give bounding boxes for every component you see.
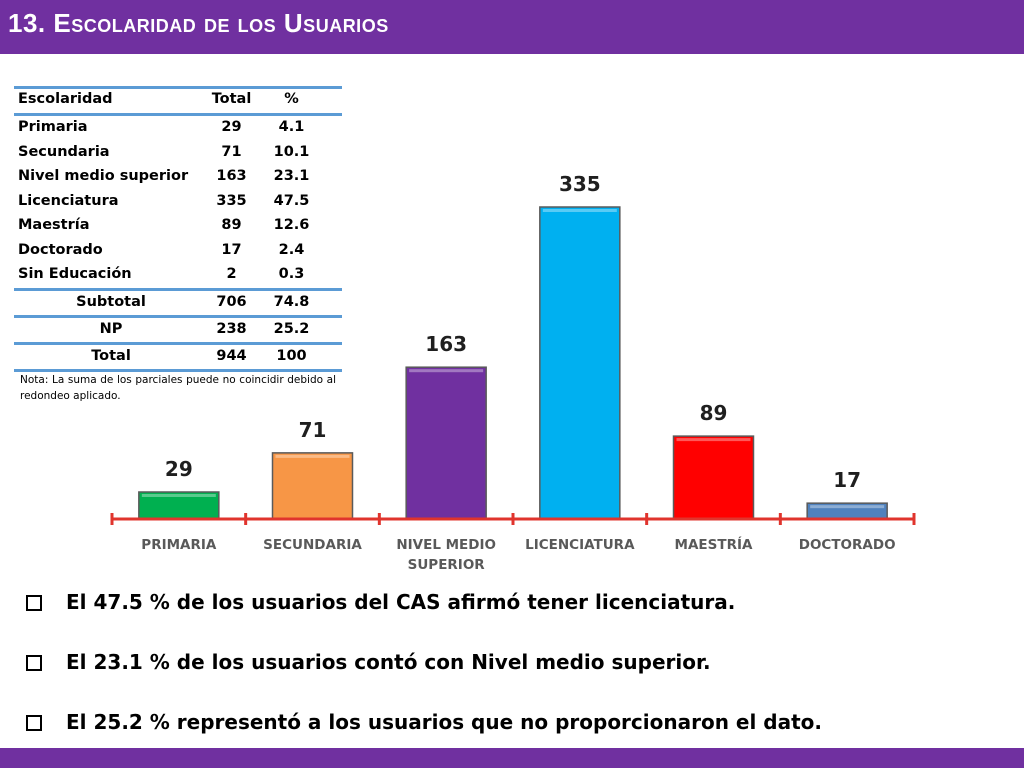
total-percent: 100 [276, 347, 307, 364]
row-percent: 0.3 [278, 266, 305, 282]
page-title: 13. Escolaridad de los Usuarios [8, 8, 389, 39]
np-total: 238 [216, 320, 247, 337]
chart-data-label: 335 [559, 172, 601, 196]
chart-data-label: 89 [700, 401, 728, 425]
chart-bar-highlight [810, 505, 885, 509]
x-tick-label: MAESTRÍA [675, 536, 753, 553]
row-label: Secundaria [18, 143, 110, 160]
row-label: Doctorado [18, 241, 103, 258]
np-label: NP [99, 320, 123, 337]
row-label: Licenciatura [18, 192, 119, 209]
row-label: Maestría [18, 217, 90, 233]
checkbox-bullet-icon [26, 655, 42, 671]
chart-data-label: 29 [165, 457, 193, 481]
total-label: Total [91, 347, 131, 364]
title-text: Escolaridad de los Usuarios [53, 8, 389, 38]
x-tick-label: PRIMARIA [141, 537, 217, 553]
row-total: 163 [216, 168, 247, 184]
subtotal-percent: 74.8 [273, 293, 310, 310]
table-row: Nivel medio superior 163 23.1 [14, 165, 342, 190]
chart-bar [539, 206, 621, 520]
x-tick-label: LICENCIATURA [525, 537, 635, 553]
table-row: Secundaria 71 10.1 [14, 141, 342, 166]
header-escolaridad: Escolaridad [18, 91, 113, 107]
title-bar: 13. Escolaridad de los Usuarios [0, 0, 1024, 54]
row-total: 2 [226, 266, 237, 282]
chart-bar [271, 452, 354, 520]
chart-data-label: 71 [299, 418, 327, 442]
chart-data-label: 17 [833, 468, 861, 492]
table-row: Doctorado 17 2.4 [14, 239, 342, 264]
bullet-text: El 25.2 % representó a los usuarios que … [66, 710, 823, 734]
table-note: Nota: La suma de los parciales puede no … [20, 374, 336, 402]
chart-data-label: 163 [425, 332, 467, 356]
row-label: Nivel medio superior [18, 168, 189, 184]
bullet-list: El 47.5 % de los usuarios del CAS afirmó… [26, 590, 1006, 770]
chart-bar [806, 502, 888, 520]
bullet-item: El 23.1 % de los usuarios contó con Nive… [26, 650, 1006, 710]
chart-bar [672, 435, 755, 520]
chart-bar [405, 366, 487, 520]
row-percent: 47.5 [273, 192, 310, 209]
chart-bar [138, 491, 220, 520]
total-total: 944 [216, 347, 247, 364]
table-row: Licenciatura 335 47.5 [14, 190, 342, 215]
row-label: Primaria [18, 119, 88, 135]
header-percent: % [284, 91, 299, 107]
bullet-item: El 47.5 % de los usuarios del CAS afirmó… [26, 590, 1006, 650]
title-number: 13. [8, 8, 46, 38]
np-row: NP 238 25.2 [14, 314, 342, 342]
x-tick-label: NIVEL MEDIO [396, 537, 496, 553]
row-percent: 4.1 [278, 119, 305, 135]
bullet-text: El 23.1 % de los usuarios contó con Nive… [66, 650, 711, 674]
bottom-bar [0, 748, 1024, 768]
header-total: Total [211, 91, 252, 107]
x-tick-label: SECUNDARIA [263, 537, 362, 553]
table-row: Maestría 89 12.6 [14, 214, 342, 239]
x-tick-label: SUPERIOR [408, 557, 486, 573]
bullet-item: El 25.2 % representó a los usuarios que … [26, 710, 1006, 770]
escolaridad-table: Escolaridad Total % Primaria 29 4.1 Secu… [14, 86, 342, 372]
table-row: Primaria 29 4.1 [14, 116, 342, 141]
checkbox-bullet-icon [26, 595, 42, 611]
np-percent: 25.2 [273, 320, 310, 337]
row-percent: 2.4 [278, 241, 305, 258]
x-tick-label: DOCTORADO [799, 537, 896, 553]
subtotal-total: 706 [216, 293, 247, 310]
row-total: 71 [221, 143, 242, 160]
row-percent: 10.1 [273, 143, 310, 160]
chart-bar-highlight [409, 369, 484, 373]
total-row: Total 944 100 [14, 341, 342, 372]
subtotal-label: Subtotal [76, 293, 146, 310]
row-total: 335 [216, 192, 247, 209]
bullet-text: El 47.5 % de los usuarios del CAS afirmó… [66, 590, 736, 614]
row-percent: 12.6 [273, 217, 310, 233]
row-percent: 23.1 [273, 168, 310, 184]
chart-bar-highlight [141, 493, 216, 497]
row-total: 29 [221, 119, 242, 135]
chart-bar-highlight [676, 438, 751, 442]
row-total: 89 [221, 217, 242, 233]
row-label: Sin Educación [18, 266, 132, 282]
row-total: 17 [221, 241, 242, 258]
table-row: Sin Educación 2 0.3 [14, 263, 342, 288]
subtotal-row: Subtotal 706 74.8 [14, 287, 342, 315]
chart-bar-highlight [275, 454, 350, 458]
chart-bar-highlight [542, 209, 617, 212]
table-header-row: Escolaridad Total % [14, 86, 342, 116]
checkbox-bullet-icon [26, 715, 42, 731]
